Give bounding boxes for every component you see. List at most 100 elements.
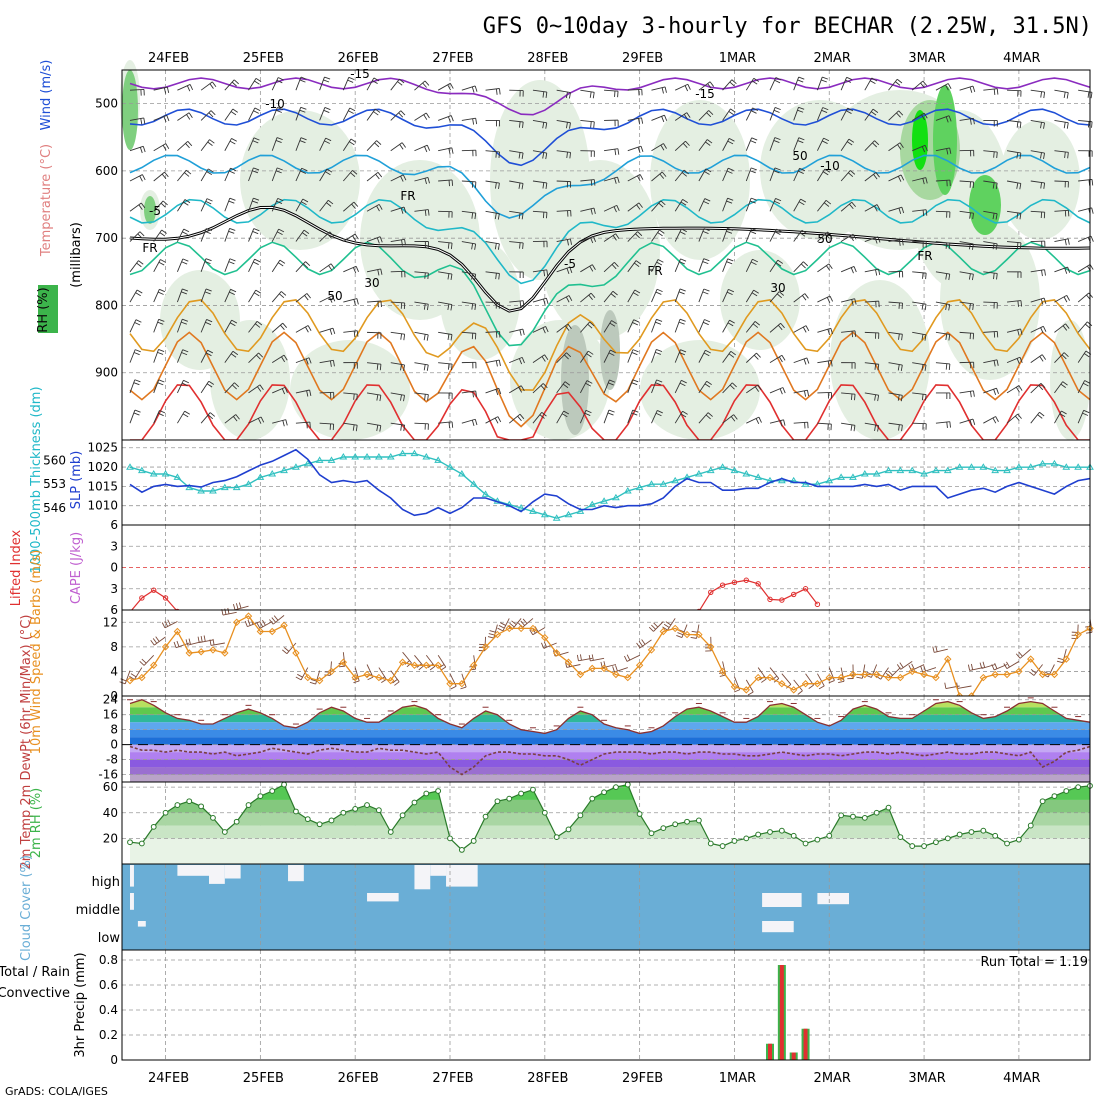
wind-barb-flag [301,167,308,172]
rh-point [802,840,809,847]
wind-barb-flag [680,349,687,353]
wind-barb [509,180,524,184]
wind-barb-flag [641,117,644,124]
wind-barb-flag [426,334,429,341]
wind-barb-flag [188,638,191,645]
wind-barb-flag [754,386,760,392]
rh-point [198,803,205,810]
rh-point [624,781,631,788]
wind-barb-flag [969,212,971,219]
wind-barb-flag [776,228,783,233]
wind-barb-flag [973,390,975,397]
wind-barb-flag [993,389,997,396]
wind-speed-point [1050,670,1059,679]
wind-barb [769,387,784,394]
wind-barb-flag [656,349,663,352]
wind-barb-flag [616,205,620,211]
wind-barb-flag [323,109,330,113]
wind-barb-flag [852,233,857,240]
wind-barb-flag [898,110,904,116]
wind-barb-flag [728,111,734,116]
wind-barb-flag [282,322,288,328]
wind-barb-flag [615,233,620,239]
wind-barb-flag [252,230,259,235]
rh-point [470,838,477,844]
wind-barb [343,392,358,395]
slp-tick-label: 1010 [87,499,118,513]
wind-barb-flag [273,615,279,621]
temperature-line [129,699,1091,735]
wind-barb-flag [338,665,345,668]
wind-barb-flag [948,274,951,281]
wind-barb-flag [775,262,782,267]
wind-barb-flag [585,382,592,387]
wind-barb-flag [184,199,191,204]
wind-barb-flag [797,79,804,83]
wind-barb-flag [1084,380,1091,384]
wind-barb-flag [542,383,548,389]
wind-barb [983,301,998,304]
wind-barb [390,142,403,152]
wind-barb [864,392,879,396]
rh-point [269,788,276,794]
rh-point [245,802,252,808]
wind-barb-flag [656,288,663,293]
wind-barb-flag [800,198,807,203]
rh-point [873,809,880,816]
wind-barb [1054,89,1069,94]
panel-background [122,950,1090,1060]
wind-barb [224,79,235,91]
wind-barb-flag [633,292,639,297]
wind-barb-flag [238,602,242,609]
wind-barb-flag [896,112,901,118]
wind-barb-flag [471,86,475,93]
wind-barb-flag [845,79,852,83]
wind-barb [366,140,377,152]
wind-barb-flag [374,142,380,148]
wind-barb-flag [705,349,711,354]
wind-barb [343,422,358,426]
wind-barb [603,204,617,212]
wind-barb [509,150,524,154]
wind-barb [414,177,429,182]
wind-barb-flag [1040,327,1044,334]
wind-barb [983,330,998,333]
wind-barb-flag [614,262,619,268]
wind-barb-flag [968,273,971,280]
wind-barb [272,615,285,625]
wind-barb-flag [681,228,687,233]
wind-barb [698,381,708,394]
wind-barb-flag [994,663,998,669]
wind-barb [177,141,189,152]
wind-barb [674,258,681,272]
wind-barb [674,228,682,242]
temperature-band [130,774,1090,782]
wind-barb-flag [624,655,628,662]
lifted-index-point [779,597,785,603]
wind-barb-flag [404,660,410,665]
wind-barb-flag [447,116,451,123]
wind-barb-flag [900,174,905,181]
rh-point [577,812,584,819]
thickness-point [612,493,620,501]
wind-barb-flag [351,203,356,209]
wind-barb [922,667,937,673]
wind-barb-flag [518,387,523,393]
wind-barb-flag [592,92,595,99]
wind-barb [769,107,776,121]
wind-barb-flag [277,262,284,267]
wind-speed-point [695,630,703,639]
wind-barb [1006,120,1021,123]
wind-barb-flag [641,639,646,645]
wind-barb [769,667,780,679]
wind-barb-flag [277,77,284,81]
wind-barb [176,319,183,333]
wind-barb [414,331,429,336]
wind-barb-flag [774,79,781,84]
wind-barb [224,350,234,363]
wind-barb [366,664,374,678]
wind-barb-flag [326,202,332,207]
wind-barb-flag [637,146,641,153]
